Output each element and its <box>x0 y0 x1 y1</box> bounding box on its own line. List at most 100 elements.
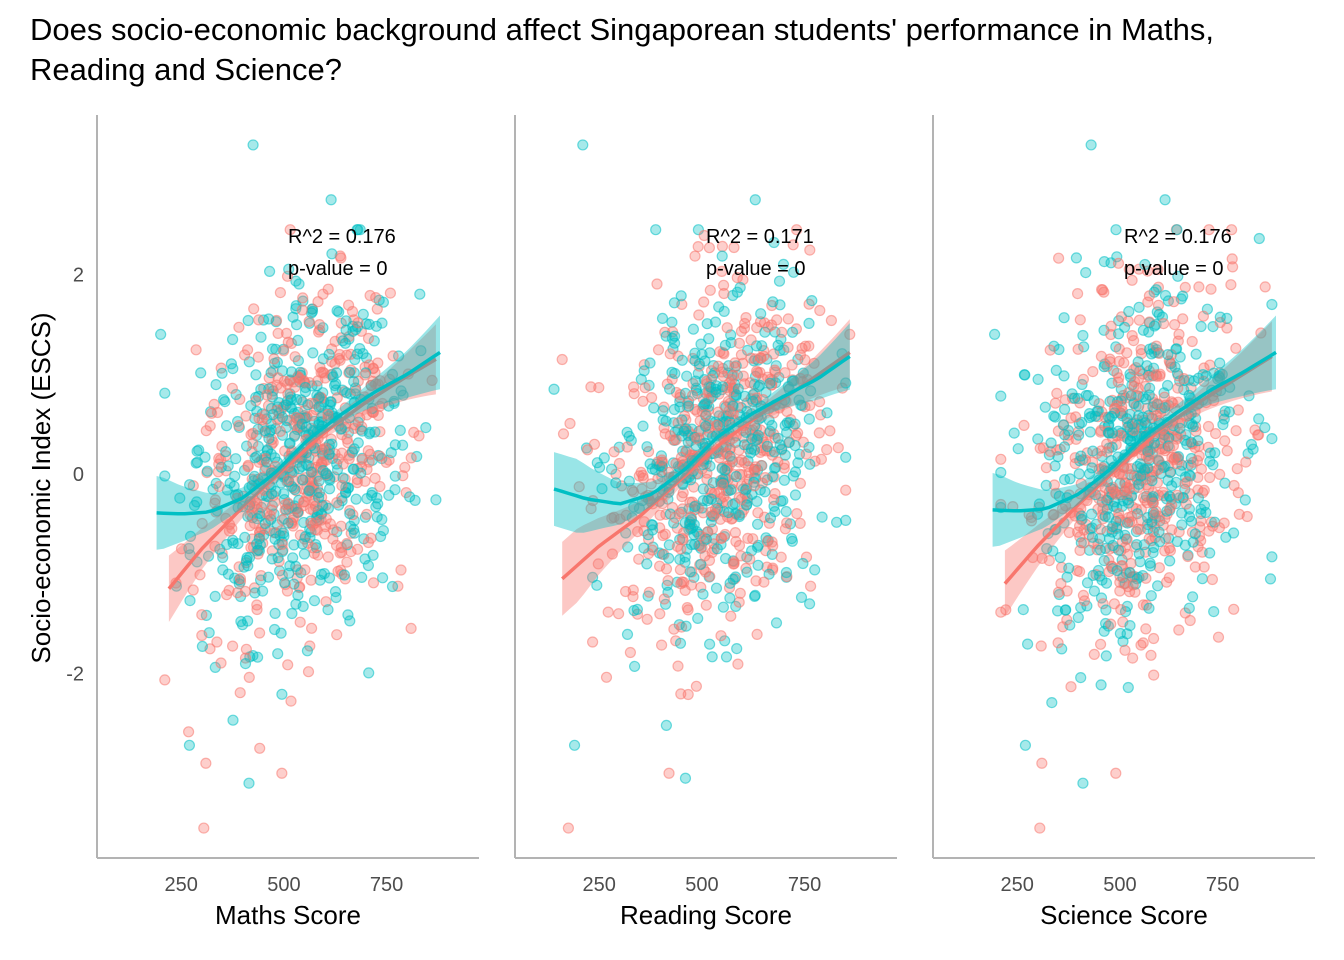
data-point <box>210 379 222 391</box>
data-point <box>678 576 690 589</box>
data-point <box>235 615 247 628</box>
data-point <box>1052 252 1065 264</box>
data-point <box>337 458 349 470</box>
data-point <box>1170 476 1182 488</box>
data-point <box>184 479 196 491</box>
data-point <box>254 742 266 754</box>
data-point <box>264 265 276 277</box>
data-point <box>619 585 632 598</box>
data-point <box>1063 562 1075 574</box>
data-point <box>586 636 599 648</box>
data-point <box>1205 516 1218 528</box>
data-point <box>1080 267 1092 279</box>
data-point <box>217 564 229 576</box>
data-point <box>217 551 229 564</box>
data-point <box>1152 463 1164 476</box>
data-point <box>641 613 653 625</box>
data-point <box>183 739 196 751</box>
data-point <box>213 458 225 470</box>
data-point <box>297 292 309 304</box>
data-point <box>329 379 341 392</box>
data-point <box>1116 400 1128 412</box>
data-point <box>718 305 730 317</box>
data-point <box>666 316 678 328</box>
data-point <box>669 367 681 380</box>
data-point <box>1000 604 1012 616</box>
scatter-points <box>989 139 1278 834</box>
data-point <box>251 497 263 509</box>
data-point <box>1112 528 1124 540</box>
data-point <box>614 513 626 525</box>
data-point <box>216 367 228 379</box>
data-point <box>269 452 281 464</box>
data-point <box>654 608 666 620</box>
data-point <box>790 224 803 236</box>
data-point <box>415 345 427 357</box>
data-point <box>1205 283 1217 295</box>
data-point <box>1114 585 1126 597</box>
data-point <box>230 453 242 465</box>
data-point <box>772 339 784 351</box>
data-point <box>809 564 821 576</box>
data-point <box>1008 427 1020 439</box>
data-point <box>734 281 746 294</box>
data-point <box>1058 403 1071 415</box>
data-point <box>1053 343 1065 356</box>
data-point <box>420 422 432 434</box>
data-point <box>201 465 213 477</box>
data-point <box>781 517 793 529</box>
data-point <box>247 437 259 449</box>
data-point <box>588 438 601 450</box>
data-point <box>1167 397 1179 409</box>
data-point <box>755 308 767 320</box>
data-point <box>1127 335 1140 347</box>
data-point <box>1025 511 1038 524</box>
data-point <box>775 551 787 563</box>
data-point <box>557 428 570 440</box>
data-point <box>608 446 620 458</box>
p-value-annotation: p-value = 0 <box>706 258 806 280</box>
data-point <box>1061 614 1073 626</box>
data-point <box>1036 757 1048 769</box>
data-point <box>227 537 239 549</box>
data-point <box>209 590 221 603</box>
data-point <box>787 266 800 278</box>
data-point <box>1105 320 1117 332</box>
data-point <box>1046 696 1058 709</box>
data-point <box>301 645 313 657</box>
data-point <box>731 642 743 655</box>
data-point <box>1072 429 1085 441</box>
data-point <box>1171 224 1183 236</box>
data-point <box>660 719 673 732</box>
data-point <box>1212 631 1225 643</box>
data-point <box>1121 533 1133 546</box>
data-point <box>1183 602 1195 614</box>
data-point <box>701 473 713 485</box>
data-point <box>1052 637 1064 649</box>
data-point <box>735 493 747 505</box>
data-point <box>1245 438 1258 451</box>
x-axis-title: Maths Score <box>215 900 361 930</box>
data-point <box>752 559 764 571</box>
data-point <box>1259 281 1271 293</box>
data-point <box>359 553 371 565</box>
data-point <box>331 629 343 641</box>
data-point <box>717 479 729 491</box>
data-point <box>299 564 311 576</box>
data-point <box>989 328 1001 341</box>
data-point <box>283 263 295 275</box>
data-point <box>1043 554 1055 567</box>
data-point <box>1148 669 1160 681</box>
data-point <box>248 303 260 315</box>
data-point <box>733 509 745 521</box>
data-point <box>1073 468 1085 480</box>
data-point <box>307 347 319 359</box>
data-point <box>267 409 279 421</box>
data-point <box>1228 479 1240 492</box>
data-point <box>727 498 739 511</box>
data-point <box>1084 426 1096 438</box>
data-point <box>1120 489 1133 501</box>
data-point <box>1206 573 1219 586</box>
data-point <box>227 640 239 652</box>
data-point <box>562 822 574 834</box>
